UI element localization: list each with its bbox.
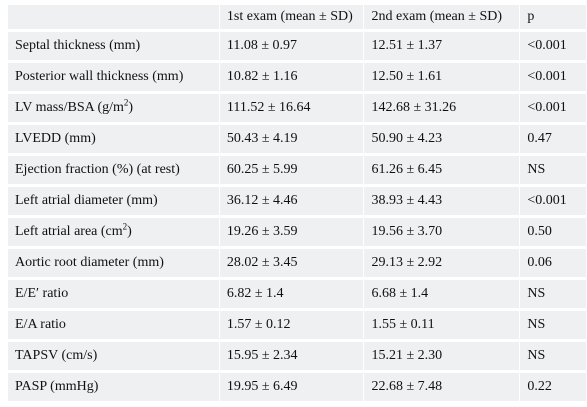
p-value: NS — [519, 153, 587, 186]
first-exam-value: 60.25 ± 5.99 — [218, 153, 365, 186]
row-label: Ejection fraction (%) (at rest) — [7, 153, 220, 186]
table-row: Left atrial diameter (mm) 36.12 ± 4.46 38.… — [7, 184, 587, 217]
second-exam-value: 142.68 ± 31.26 — [363, 91, 521, 124]
row-label: E/E′ ratio — [7, 277, 220, 310]
first-exam-value: 19.26 ± 3.59 — [218, 215, 365, 248]
p-value: 0.22 — [519, 370, 587, 402]
table-row: PASP (mmHg) 19.95 ± 6.49 22.68 ± 7.48 0.22 — [7, 370, 587, 402]
first-exam-value: 1.57 ± 0.12 — [218, 308, 365, 341]
p-value: 0.50 — [519, 215, 587, 248]
row-label: Left atrial area (cm2) — [7, 215, 220, 248]
first-exam-value: 11.08 ± 0.97 — [218, 29, 365, 62]
table-row: LVEDD (mm) 50.43 ± 4.19 50.90 ± 4.23 0.47 — [7, 122, 587, 155]
table-row: Left atrial area (cm2) 19.26 ± 3.59 19.56 … — [7, 215, 587, 248]
table-row: E/E′ ratio 6.82 ± 1.4 6.68 ± 1.4 NS — [7, 277, 587, 310]
p-value: <0.001 — [519, 184, 587, 217]
second-exam-value: 12.51 ± 1.37 — [363, 29, 521, 62]
header-second-exam: 2nd exam (mean ± SD) — [363, 4, 521, 31]
echo-results-table: 1st exam (mean ± SD) 2nd exam (mean ± SD… — [7, 4, 587, 402]
row-label: Septal thickness (mm) — [7, 29, 220, 62]
second-exam-value: 22.68 ± 7.48 — [363, 370, 521, 402]
p-value: <0.001 — [519, 91, 587, 124]
first-exam-value: 15.95 ± 2.34 — [218, 339, 365, 372]
p-value: NS — [519, 277, 587, 310]
table-row: LV mass/BSA (g/m2) 111.52 ± 16.64 142.68 ±… — [7, 91, 587, 124]
p-value: 0.47 — [519, 122, 587, 155]
row-label: PASP (mmHg) — [7, 370, 220, 402]
second-exam-value: 50.90 ± 4.23 — [363, 122, 521, 155]
p-value: NS — [519, 339, 587, 372]
table-row: E/A ratio 1.57 ± 0.12 1.55 ± 0.11 NS — [7, 308, 587, 341]
table-row: Posterior wall thickness (mm) 10.82 ± 1.1… — [7, 60, 587, 93]
first-exam-value: 6.82 ± 1.4 — [218, 277, 365, 310]
table-row: Ejection fraction (%) (at rest) 60.25 ± 5… — [7, 153, 587, 186]
second-exam-value: 15.21 ± 2.30 — [363, 339, 521, 372]
second-exam-value: 61.26 ± 6.45 — [363, 153, 521, 186]
first-exam-value: 36.12 ± 4.46 — [218, 184, 365, 217]
table-row: Aortic root diameter (mm) 28.02 ± 3.45 29.… — [7, 246, 587, 279]
p-value: <0.001 — [519, 29, 587, 62]
header-parameter — [7, 4, 220, 31]
row-label: LVEDD (mm) — [7, 122, 220, 155]
second-exam-value: 38.93 ± 4.43 — [363, 184, 521, 217]
second-exam-value: 12.50 ± 1.61 — [363, 60, 521, 93]
row-label: Posterior wall thickness (mm) — [7, 60, 220, 93]
header-p-value: p — [519, 4, 587, 31]
second-exam-value: 19.56 ± 3.70 — [363, 215, 521, 248]
row-label: TAPSV (cm/s) — [7, 339, 220, 372]
table-container: 1st exam (mean ± SD) 2nd exam (mean ± SD… — [7, 4, 587, 402]
first-exam-value: 28.02 ± 3.45 — [218, 246, 365, 279]
p-value: <0.001 — [519, 60, 587, 93]
first-exam-value: 111.52 ± 16.64 — [218, 91, 365, 124]
second-exam-value: 1.55 ± 0.11 — [363, 308, 521, 341]
first-exam-value: 10.82 ± 1.16 — [218, 60, 365, 93]
row-label: E/A ratio — [7, 308, 220, 341]
header-row: 1st exam (mean ± SD) 2nd exam (mean ± SD… — [7, 4, 587, 31]
first-exam-value: 50.43 ± 4.19 — [218, 122, 365, 155]
p-value: NS — [519, 308, 587, 341]
header-first-exam: 1st exam (mean ± SD) — [218, 4, 365, 31]
second-exam-value: 29.13 ± 2.92 — [363, 246, 521, 279]
row-label: Left atrial diameter (mm) — [7, 184, 220, 217]
table-row: TAPSV (cm/s) 15.95 ± 2.34 15.21 ± 2.30 NS — [7, 339, 587, 372]
second-exam-value: 6.68 ± 1.4 — [363, 277, 521, 310]
table-row: Septal thickness (mm) 11.08 ± 0.97 12.51 ±… — [7, 29, 587, 62]
row-label: LV mass/BSA (g/m2) — [7, 91, 220, 124]
row-label: Aortic root diameter (mm) — [7, 246, 220, 279]
p-value: 0.06 — [519, 246, 587, 279]
first-exam-value: 19.95 ± 6.49 — [218, 370, 365, 402]
